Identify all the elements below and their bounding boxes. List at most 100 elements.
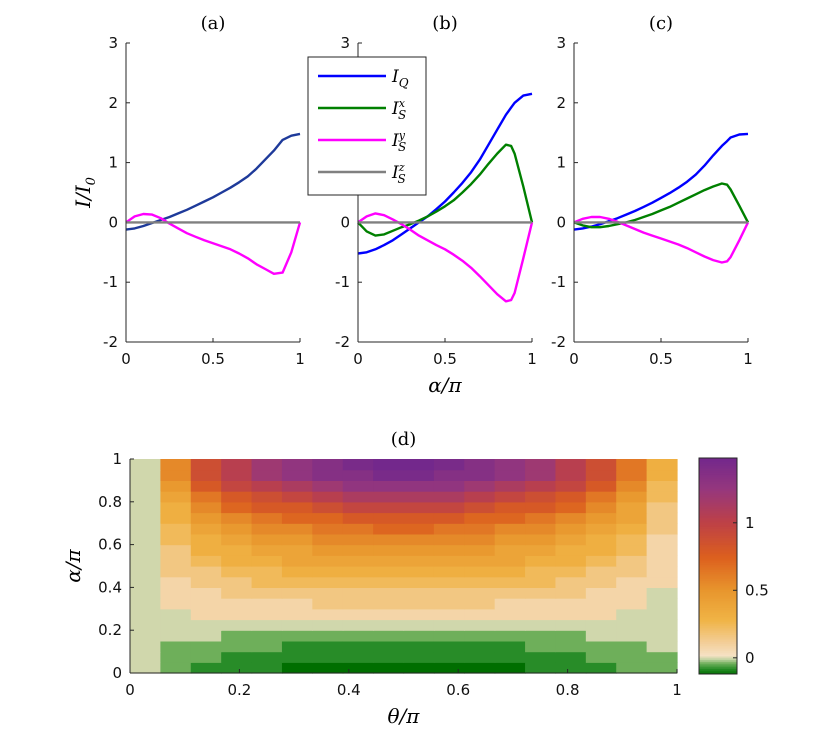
colorbar-segment <box>699 603 737 607</box>
heatmap-cell <box>160 512 192 524</box>
heatmap-cell <box>281 576 313 588</box>
colorbar-segment <box>699 546 737 549</box>
colorbar-segment <box>699 544 737 547</box>
y-tick-label: -2 <box>103 333 118 351</box>
heatmap-cell <box>403 619 435 631</box>
heatmap-cell <box>585 533 617 546</box>
colorbar-segment <box>699 504 737 508</box>
colorbar-segment <box>699 580 737 583</box>
heatmap-cell <box>494 480 526 492</box>
colorbar-segment <box>699 535 737 538</box>
heatmap-cell <box>616 576 648 588</box>
heatmap-cell <box>525 491 557 503</box>
heatmap-cell <box>160 608 192 621</box>
heatmap-cell <box>555 533 587 546</box>
heatmap-cell <box>646 640 678 653</box>
heatmap-cell <box>433 630 465 642</box>
heatmap-cell <box>160 555 192 567</box>
heatmap-cell <box>190 555 222 567</box>
heatmap-cell <box>646 608 678 621</box>
y-axis-label: α/π <box>61 548 85 582</box>
heatmap-cell <box>646 555 678 567</box>
heatmap-cell <box>190 619 222 631</box>
heatmap-cell <box>190 459 222 471</box>
colorbar-segment <box>699 533 737 536</box>
heatmap-cell <box>373 566 405 578</box>
heatmap-cell <box>373 619 405 631</box>
heatmap-cell <box>403 662 435 674</box>
colorbar-segment <box>699 510 737 513</box>
series-line-isx <box>357 143 534 237</box>
heatmap-cell <box>190 523 222 535</box>
heatmap-cell <box>433 651 465 663</box>
heatmap-cell <box>616 598 648 610</box>
heatmap-cell <box>342 651 374 663</box>
x-tick-label: 0 <box>569 350 579 368</box>
heatmap-cell <box>312 533 344 546</box>
heatmap-cell <box>130 630 161 642</box>
colorbar-segment <box>699 458 737 461</box>
heatmap-cell <box>373 608 405 621</box>
heatmap-cell <box>251 469 283 481</box>
heatmap-cell <box>616 587 648 599</box>
x-tick-label: 1 <box>295 350 305 368</box>
heatmap-cell <box>585 512 617 524</box>
heatmap-cell <box>616 544 648 556</box>
colorbar-segment <box>699 600 737 603</box>
heatmap-cell <box>494 619 526 631</box>
legend-entry-label: Ix S <box>391 97 406 122</box>
heatmap-cell <box>373 469 405 481</box>
heatmap-cell <box>525 608 557 621</box>
heatmap-cell <box>160 576 192 588</box>
colorbar-segment <box>699 542 737 545</box>
colorbar-segment <box>699 548 737 551</box>
x-tick-label: 1 <box>743 350 753 368</box>
colorbar-segment <box>699 566 737 569</box>
heatmap-cell <box>221 651 253 663</box>
heatmap-cell <box>464 544 496 556</box>
heatmap-cell <box>403 587 435 599</box>
heatmap-cell <box>616 662 648 674</box>
heatmap-cell <box>190 630 222 642</box>
heatmap-cell <box>312 491 344 503</box>
heatmap-cell <box>190 640 222 653</box>
heatmap-cell <box>251 512 283 524</box>
panel-title: (d) <box>391 429 417 450</box>
heatmap-cell <box>403 566 435 578</box>
colorbar-segment <box>699 661 737 664</box>
legend-entry-label: Iz S <box>391 161 406 186</box>
heatmap-cell <box>251 651 283 663</box>
colorbar-segment <box>699 630 737 634</box>
heatmap-cell <box>130 619 161 631</box>
heatmap-cell <box>555 555 587 567</box>
heatmap-cell <box>130 491 161 503</box>
heatmap-cell <box>403 480 435 492</box>
heatmap-cell <box>555 640 587 653</box>
heatmap-cell <box>464 555 496 567</box>
colorbar-segment <box>699 558 737 562</box>
heatmap-cell <box>312 555 344 567</box>
colorbar-segment <box>699 607 737 610</box>
colorbar-segment <box>699 584 737 587</box>
heatmap-cell <box>373 662 405 674</box>
heatmap-cell <box>312 619 344 631</box>
y-tick-label: 1 <box>108 154 118 172</box>
heatmap-cell <box>312 566 344 578</box>
heatmap-cell <box>312 587 344 599</box>
heatmap-cell <box>160 491 192 503</box>
x-tick-label: 0.2 <box>227 681 251 699</box>
heatmap-cell <box>281 598 313 610</box>
heatmap-cell <box>525 651 557 663</box>
y-tick-label: 0.8 <box>98 493 122 511</box>
heatmap-cell <box>555 491 587 503</box>
heatmap-cell <box>251 480 283 492</box>
heatmap-cell <box>160 533 192 546</box>
series-line-isy <box>573 215 750 264</box>
heatmap-cell <box>433 480 465 492</box>
series-line-isx <box>573 182 750 229</box>
colorbar-segment <box>699 515 737 518</box>
y-tick-label: -1 <box>103 273 118 291</box>
colorbar-segment <box>699 490 737 493</box>
heatmap-cell <box>585 662 617 674</box>
